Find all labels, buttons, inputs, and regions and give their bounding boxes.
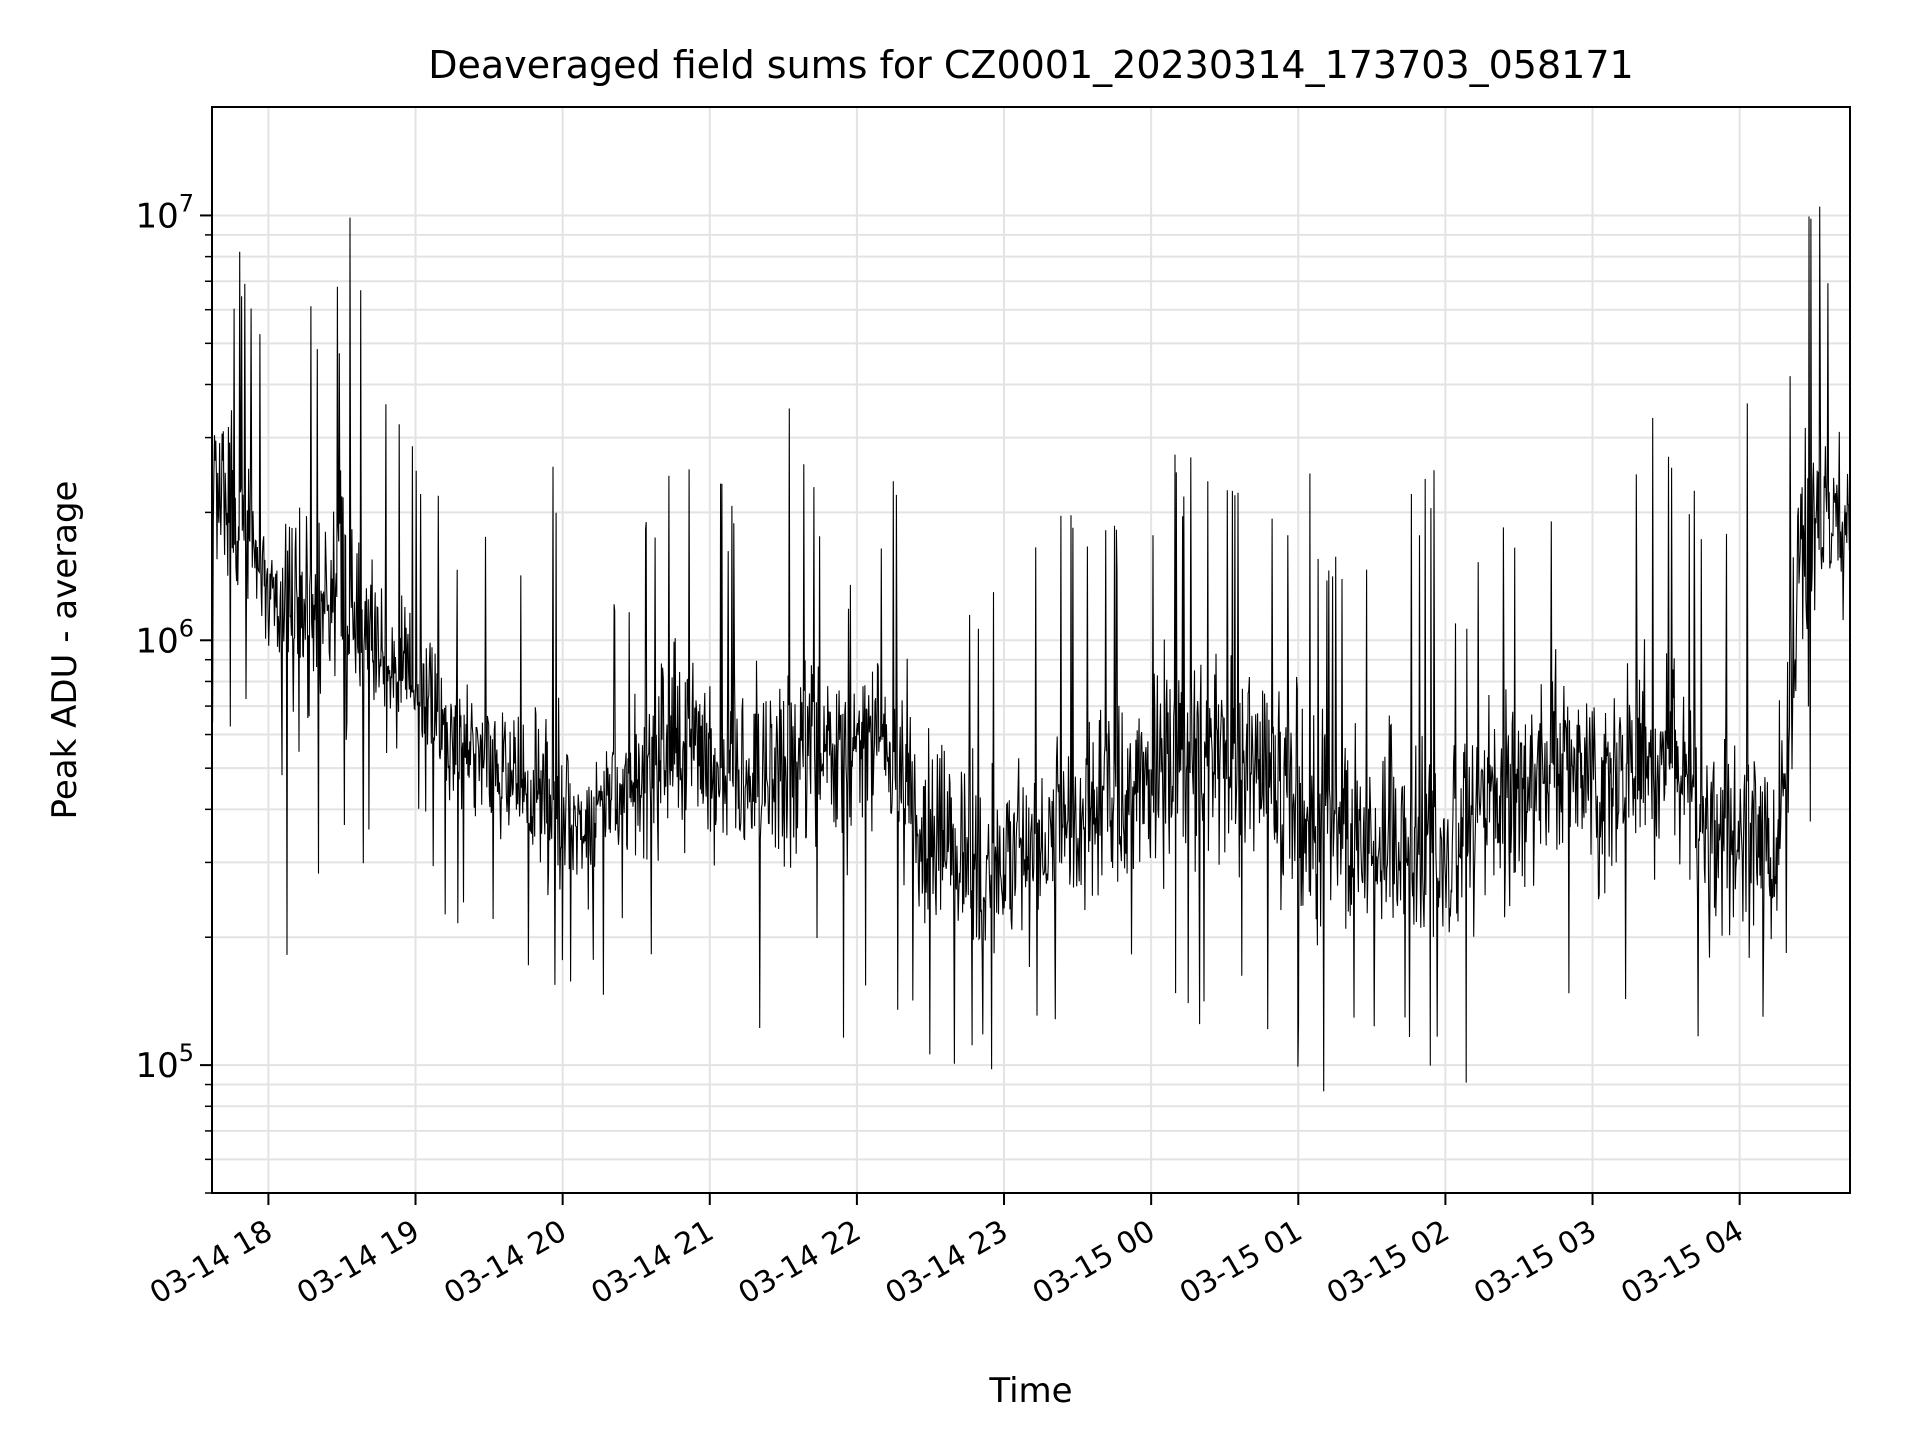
y-tick-label: 105	[135, 1039, 194, 1086]
data-layer	[211, 206, 1851, 1092]
x-axis-label: Time	[988, 1371, 1072, 1411]
y-tick-label: 106	[135, 614, 194, 661]
chart-title: Deaveraged field sums for CZ0001_2023031…	[428, 43, 1633, 87]
grid-layer	[212, 107, 1850, 1194]
plot-area-frame	[211, 106, 1851, 1194]
series-line	[211, 206, 1851, 1092]
y-axis-label: Peak ADU - average	[45, 481, 85, 820]
y-tick-label: 107	[135, 189, 194, 236]
